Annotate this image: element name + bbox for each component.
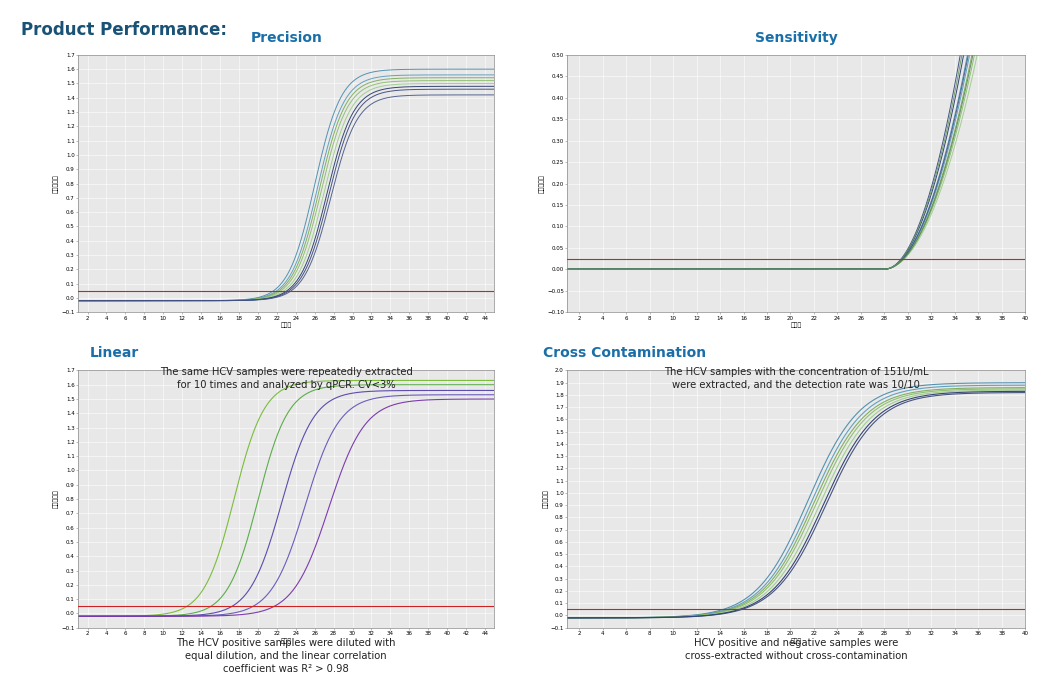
Text: The HCV positive samples were diluted with
equal dilution, and the linear correl: The HCV positive samples were diluted wi…: [177, 638, 396, 674]
Y-axis label: 相对荷光値: 相对荷光値: [53, 490, 59, 508]
Y-axis label: 相对荷光値: 相对荷光値: [539, 174, 544, 193]
Text: Cross Contamination: Cross Contamination: [543, 346, 706, 360]
Text: Product Performance:: Product Performance:: [21, 21, 227, 38]
X-axis label: 循环数: 循环数: [791, 638, 802, 644]
Text: The HCV samples with the concentration of 151U/mL
were extracted, and the detect: The HCV samples with the concentration o…: [664, 367, 929, 390]
Y-axis label: 相对荷光値: 相对荷光値: [53, 174, 59, 193]
Y-axis label: 相对荷光値: 相对荷光値: [542, 490, 549, 508]
Text: Precision: Precision: [250, 31, 323, 45]
Text: Sensitivity: Sensitivity: [755, 31, 838, 45]
X-axis label: 循环数: 循环数: [791, 322, 802, 329]
X-axis label: 循环数: 循环数: [281, 638, 291, 644]
Text: HCV positive and negative samples were
cross-extracted without cross-contaminati: HCV positive and negative samples were c…: [685, 638, 908, 661]
Text: Linear: Linear: [90, 346, 139, 360]
Text: The same HCV samples were repeatedly extracted
for 10 times and analyzed by qPCR: The same HCV samples were repeatedly ext…: [160, 367, 412, 390]
X-axis label: 循环数: 循环数: [281, 322, 291, 329]
